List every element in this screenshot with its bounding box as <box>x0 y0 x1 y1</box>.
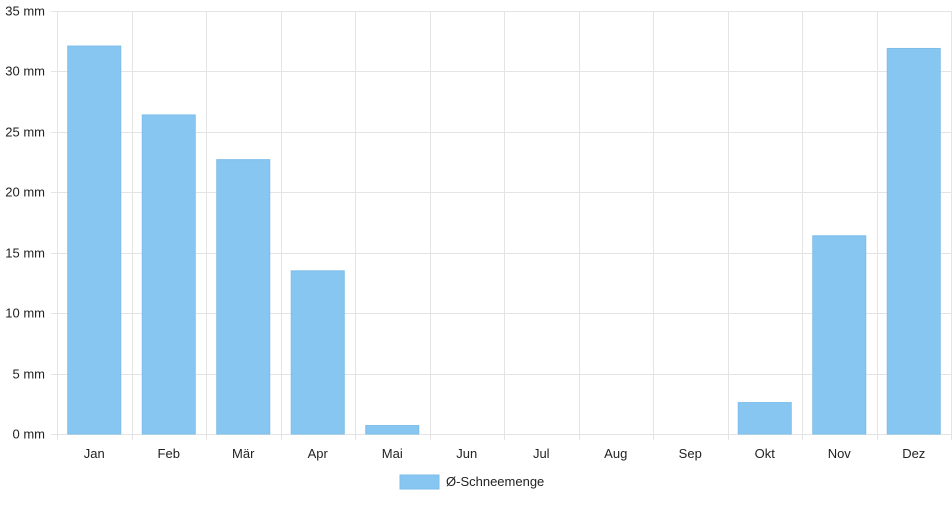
grid <box>51 11 952 440</box>
x-tick-label: Mär <box>232 446 255 461</box>
y-tick-label: 25 mm <box>5 125 45 140</box>
bar-mai[interactable] <box>365 425 420 435</box>
y-tick-label: 10 mm <box>5 306 45 321</box>
bar-jan[interactable] <box>67 45 122 435</box>
bar-dez[interactable] <box>886 47 941 435</box>
x-tick-label: Aug <box>604 446 627 461</box>
y-axis-ticks: 0 mm 5 mm 10 mm 15 mm 20 mm 25 mm 30 mm 35 mm <box>5 4 45 442</box>
legend-label: Ø-Schneemenge <box>446 474 544 489</box>
x-tick-label: Jan <box>84 446 105 461</box>
bar-mär[interactable] <box>216 159 271 435</box>
bars <box>67 45 941 435</box>
bar-feb[interactable] <box>141 114 196 435</box>
bar-apr[interactable] <box>290 270 345 435</box>
y-tick-label: 30 mm <box>5 64 45 79</box>
bar-okt[interactable] <box>737 402 792 435</box>
y-tick-label: 0 mm <box>13 427 46 442</box>
y-tick-label: 20 mm <box>5 185 45 200</box>
x-tick-label: Sep <box>679 446 702 461</box>
x-tick-label: Nov <box>828 446 852 461</box>
y-tick-label: 15 mm <box>5 246 45 261</box>
bar-nov[interactable] <box>812 235 867 435</box>
x-tick-label: Okt <box>755 446 776 461</box>
x-tick-label: Feb <box>158 446 180 461</box>
y-tick-label: 35 mm <box>5 4 45 19</box>
x-tick-label: Apr <box>308 446 329 461</box>
x-tick-label: Jul <box>533 446 550 461</box>
legend[interactable]: Ø-Schneemenge <box>399 474 544 490</box>
legend-swatch <box>399 474 440 490</box>
y-tick-label: 5 mm <box>13 367 46 382</box>
x-tick-label: Mai <box>382 446 403 461</box>
x-axis-ticks: Jan Feb Mär Apr Mai Jun Jul Aug Sep Okt Nov Dez <box>84 446 926 461</box>
x-tick-label: Jun <box>456 446 477 461</box>
x-tick-label: Dez <box>902 446 925 461</box>
